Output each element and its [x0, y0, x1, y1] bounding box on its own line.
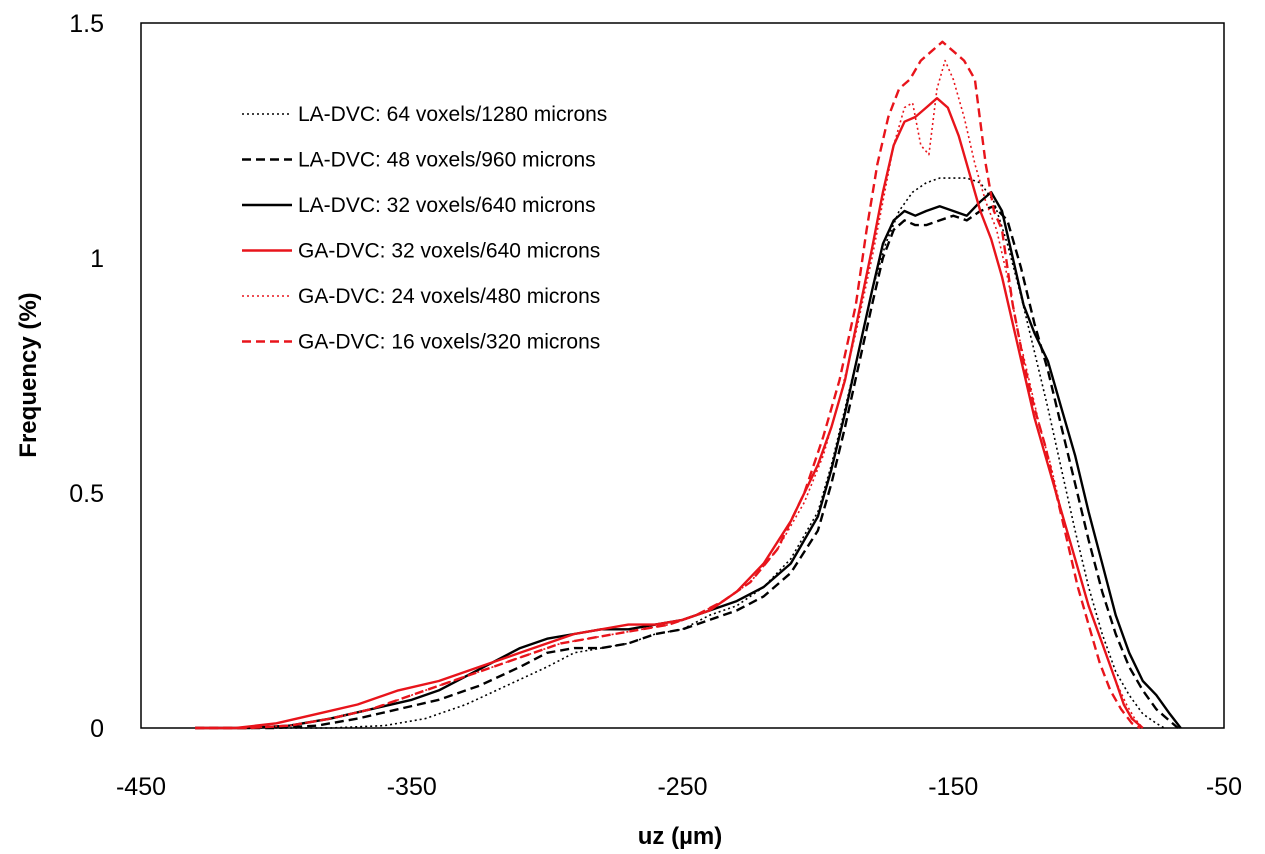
y-axis-title: Frequency (%) — [15, 292, 42, 457]
y-tick-label: 1.5 — [69, 10, 104, 38]
legend-label-1: LA-DVC: 64 voxels/1280 microns — [298, 103, 607, 126]
x-tick-label: -50 — [1206, 773, 1242, 801]
x-tick-label: -150 — [928, 773, 978, 801]
x-tick-labels: -450 -350 -250 -150 -50 — [116, 773, 1242, 801]
plot-area — [140, 22, 1225, 729]
y-tick-labels: 0 0.5 1 1.5 — [69, 10, 104, 743]
y-tick-label: 1 — [90, 245, 104, 273]
legend-label-4: GA-DVC: 32 voxels/640 microns — [298, 240, 600, 263]
y-tick-label: 0.5 — [69, 480, 104, 508]
legend-label-2: LA-DVC: 48 voxels/960 microns — [298, 149, 596, 172]
series-line-4 — [195, 96, 1144, 730]
legend: LA-DVC: 64 voxels/1280 microns LA-DVC: 48… — [242, 103, 607, 354]
series-line-3 — [195, 190, 1182, 730]
x-tick-label: -350 — [387, 773, 437, 801]
series-layer — [195, 40, 1182, 730]
y-tick-label: 0 — [90, 715, 104, 743]
legend-label-5: GA-DVC: 24 voxels/480 microns — [298, 285, 600, 308]
series-line-5 — [195, 59, 1144, 729]
x-tick-label: -450 — [116, 773, 166, 801]
legend-label-6: GA-DVC: 16 voxels/320 microns — [298, 331, 600, 354]
x-tick-label: -250 — [657, 773, 707, 801]
legend-label-3: LA-DVC: 32 voxels/640 microns — [298, 194, 596, 217]
series-line-6 — [195, 40, 1141, 730]
x-axis-title: uz (µm) — [638, 823, 722, 850]
series-line-2 — [195, 205, 1179, 730]
